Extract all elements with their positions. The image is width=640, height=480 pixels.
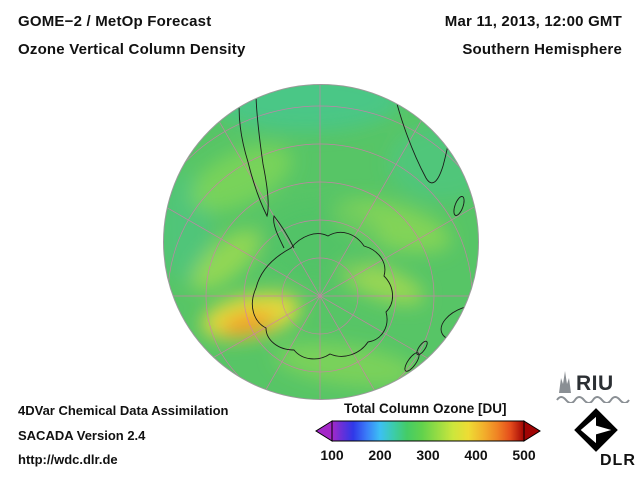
colorbar-tick-400: 400: [464, 447, 488, 463]
dlr-logo: DLR: [572, 406, 636, 472]
colorbar-tick-500: 500: [512, 447, 536, 463]
colorbar-gradient: [315, 420, 541, 442]
riu-logo-label: RIU: [576, 372, 614, 395]
forecast-title: GOME−2 / MetOp Forecast: [18, 13, 212, 30]
hemisphere-label: Southern Hemisphere: [462, 41, 622, 58]
forecast-datetime: Mar 11, 2013, 12:00 GMT: [444, 13, 622, 30]
ozone-globe-map: [156, 78, 486, 408]
riu-cathedral-icon: [559, 371, 571, 393]
dlr-logo-label: DLR: [600, 452, 636, 469]
colorbar: [315, 420, 541, 444]
globe-svg: [163, 84, 479, 400]
colorbar-title: Total Column Ozone [DU]: [344, 401, 507, 416]
credit-version: SACADA Version 2.4: [18, 428, 146, 443]
riu-wave-icon: [556, 396, 630, 403]
colorbar-body: [331, 420, 525, 442]
colorbar-left-arrow: [315, 420, 333, 442]
credit-assimilation: 4DVar Chemical Data Assimilation: [18, 403, 229, 418]
credit-url: http://wdc.dlr.de: [18, 452, 118, 467]
colorbar-tick-300: 300: [416, 447, 440, 463]
riu-logo: RIU: [556, 370, 636, 404]
colorbar-right-arrow: [523, 420, 541, 442]
product-title: Ozone Vertical Column Density: [18, 41, 246, 58]
colorbar-tick-100: 100: [320, 447, 344, 463]
colorbar-tick-200: 200: [368, 447, 392, 463]
dlr-emblem-icon: [574, 408, 618, 452]
